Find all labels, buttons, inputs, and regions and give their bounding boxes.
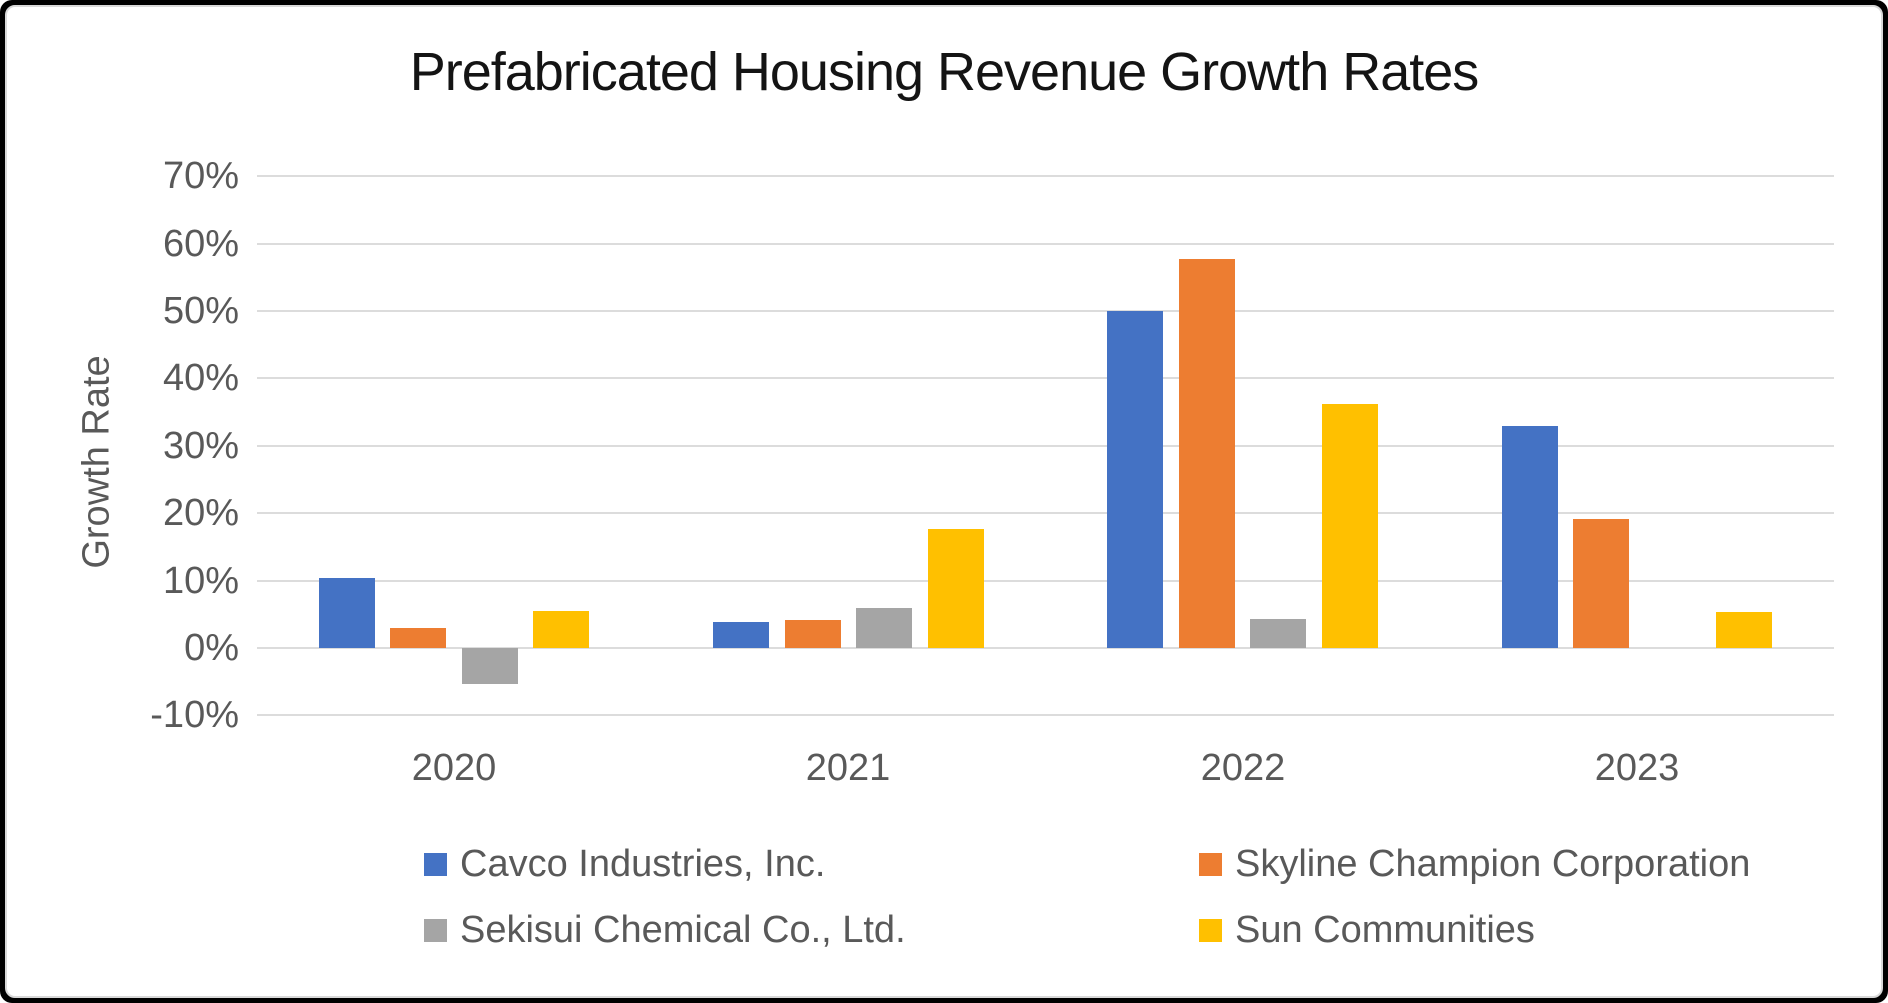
- y-tick-label--10: -10%: [150, 694, 239, 737]
- legend-label-sun-communities: Sun Communities: [1235, 908, 1535, 951]
- y-tick-label-20: 20%: [162, 492, 239, 535]
- legend-swatch-sekisui-chemical-co-ltd: [424, 918, 447, 942]
- legend-label-skyline-champion-corporation: Skyline Champion Corporation: [1235, 842, 1751, 885]
- y-tick-label-30: 30%: [162, 424, 239, 467]
- legend-swatch-cavco-industries-inc: [424, 852, 447, 876]
- legend-item-sekisui-chemical-co-ltd: Sekisui Chemical Co., Ltd.: [424, 908, 906, 951]
- bar-sekisui-chemical-co-ltd-2020: [462, 648, 518, 684]
- bar-sekisui-chemical-co-ltd-2022: [1250, 619, 1306, 648]
- y-tick-label-10: 10%: [162, 559, 239, 602]
- gridline-0: [257, 647, 1834, 649]
- chart-title: Prefabricated Housing Revenue Growth Rat…: [409, 42, 1480, 102]
- y-tick-label-60: 60%: [162, 222, 239, 265]
- gridline--10: [257, 714, 1834, 717]
- y-tick-label-40: 40%: [162, 357, 239, 400]
- bar-cavco-industries-inc-2021: [713, 622, 769, 648]
- bar-skyline-champion-corporation-2022: [1179, 259, 1235, 648]
- gridline-20: [257, 512, 1834, 515]
- bar-skyline-champion-corporation-2021: [785, 620, 841, 648]
- gridline-10: [257, 579, 1834, 582]
- x-axis-label-2020: 2020: [411, 747, 497, 789]
- x-axis-label-2022: 2022: [1200, 747, 1286, 789]
- bar-skyline-champion-corporation-2023: [1573, 519, 1629, 648]
- legend-label-cavco-industries-inc: Cavco Industries, Inc.: [460, 842, 826, 885]
- x-axis-label-2023: 2023: [1594, 747, 1680, 789]
- bar-sun-communities-2021: [928, 529, 984, 648]
- bar-sun-communities-2022: [1322, 404, 1378, 648]
- bar-sekisui-chemical-co-ltd-2021: [856, 608, 912, 648]
- legend-swatch-skyline-champion-corporation: [1199, 852, 1222, 876]
- gridline-70: [257, 175, 1834, 178]
- legend-label-sekisui-chemical-co-ltd: Sekisui Chemical Co., Ltd.: [460, 908, 906, 951]
- gridline-30: [257, 444, 1834, 447]
- bar-cavco-industries-inc-2020: [319, 578, 375, 648]
- bar-cavco-industries-inc-2023: [1502, 426, 1558, 648]
- legend-item-sun-communities: Sun Communities: [1199, 908, 1535, 951]
- x-axis-label-2021: 2021: [805, 747, 891, 789]
- bar-sun-communities-2020: [533, 611, 589, 648]
- bar-sun-communities-2023: [1716, 612, 1772, 648]
- y-tick-label-50: 50%: [162, 290, 239, 332]
- bar-skyline-champion-corporation-2020: [390, 628, 446, 648]
- gridline-50: [257, 310, 1834, 312]
- legend-item-cavco-industries-inc: Cavco Industries, Inc.: [424, 842, 826, 885]
- gridline-60: [257, 242, 1834, 245]
- y-tick-label-70: 70%: [162, 155, 239, 198]
- chart-card: Prefabricated Housing Revenue Growth Rat…: [5, 5, 1883, 998]
- bar-cavco-industries-inc-2022: [1107, 311, 1163, 648]
- y-tick-label-0: 0%: [184, 627, 239, 669]
- gridline-40: [257, 377, 1834, 380]
- legend-item-skyline-champion-corporation: Skyline Champion Corporation: [1199, 842, 1751, 885]
- legend-swatch-sun-communities: [1199, 918, 1222, 942]
